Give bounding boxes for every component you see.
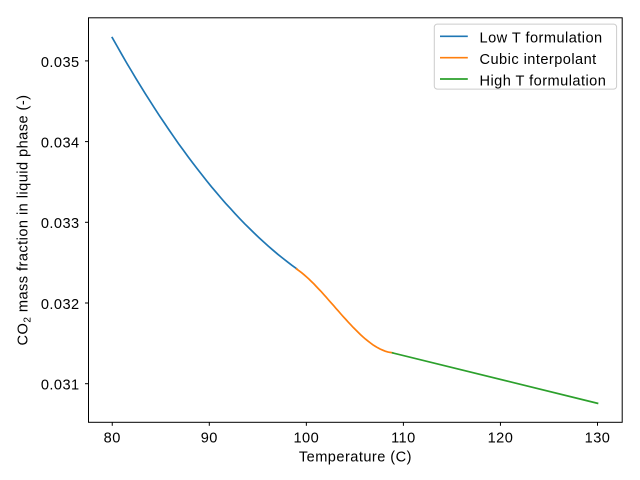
svg-text:0.032: 0.032 xyxy=(41,297,80,313)
svg-text:0.034: 0.034 xyxy=(41,136,80,152)
svg-text:100: 100 xyxy=(293,431,319,447)
svg-text:90: 90 xyxy=(201,431,218,447)
svg-text:120: 120 xyxy=(488,431,514,447)
svg-text:0.035: 0.035 xyxy=(41,55,80,71)
svg-text:130: 130 xyxy=(585,431,611,447)
svg-text:Cubic interpolant: Cubic interpolant xyxy=(480,52,597,68)
svg-text:0.033: 0.033 xyxy=(41,216,80,232)
svg-text:80: 80 xyxy=(104,431,121,447)
svg-text:CO2 mass fraction in liquid ph: CO2 mass fraction in liquid phase (-) xyxy=(16,95,34,346)
svg-text:High T formulation: High T formulation xyxy=(480,73,607,89)
svg-text:110: 110 xyxy=(391,431,416,447)
svg-text:Temperature (C): Temperature (C) xyxy=(299,449,412,465)
svg-text:Low T formulation: Low T formulation xyxy=(480,31,603,47)
svg-text:0.031: 0.031 xyxy=(41,378,80,394)
